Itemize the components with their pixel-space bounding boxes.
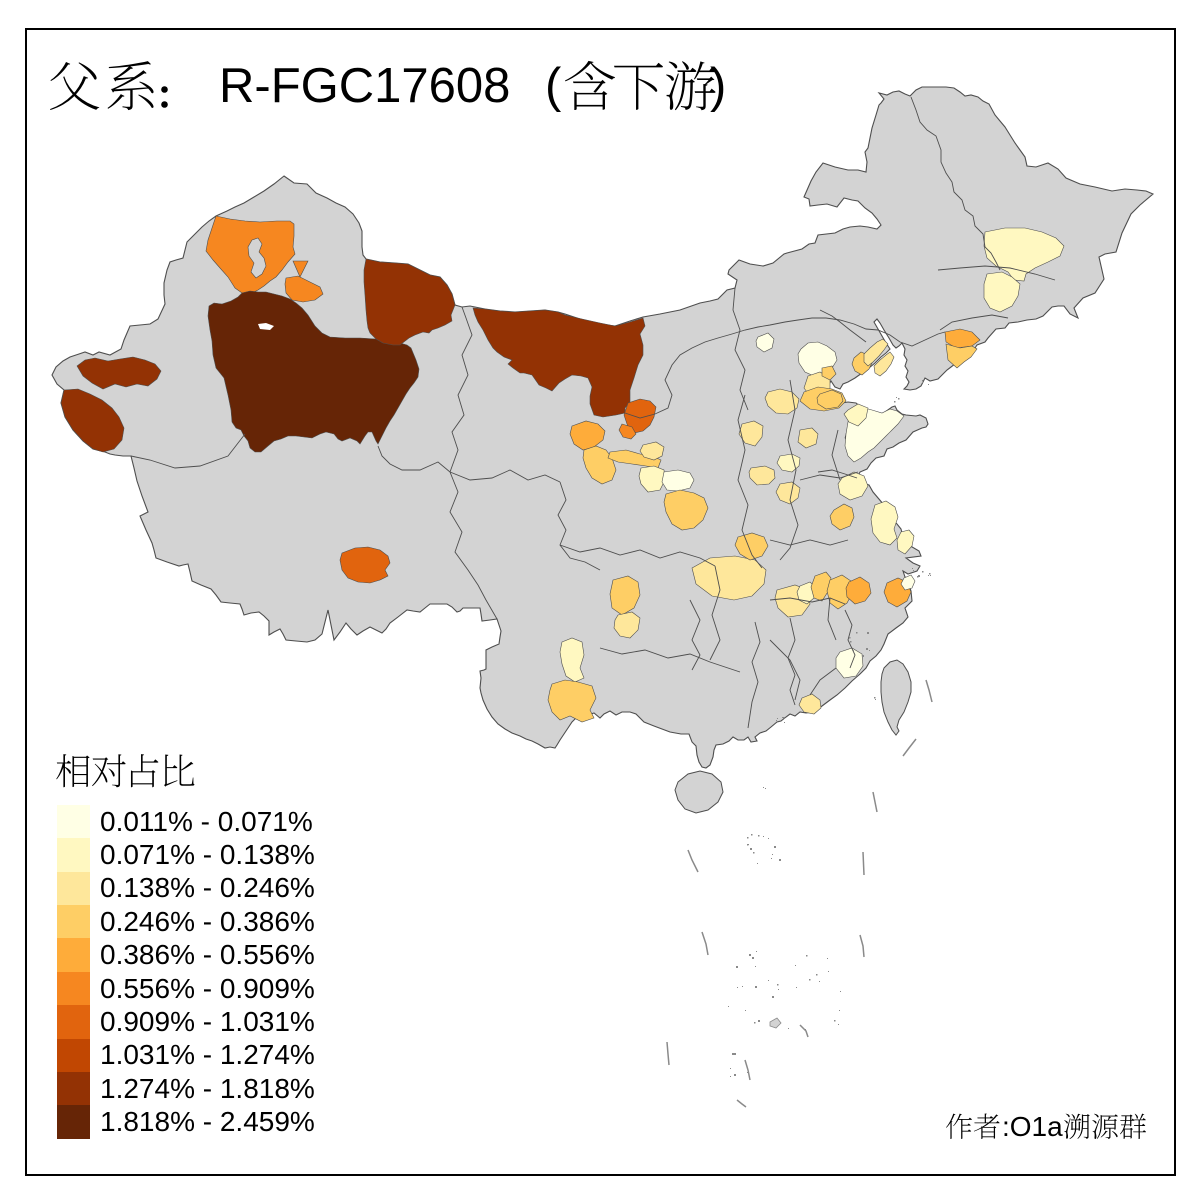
- svg-text:): ): [710, 59, 726, 113]
- svg-text::O1a: :O1a: [1002, 1111, 1063, 1142]
- svg-text:(: (: [545, 59, 562, 113]
- svg-text:R-FGC17608: R-FGC17608: [219, 59, 510, 113]
